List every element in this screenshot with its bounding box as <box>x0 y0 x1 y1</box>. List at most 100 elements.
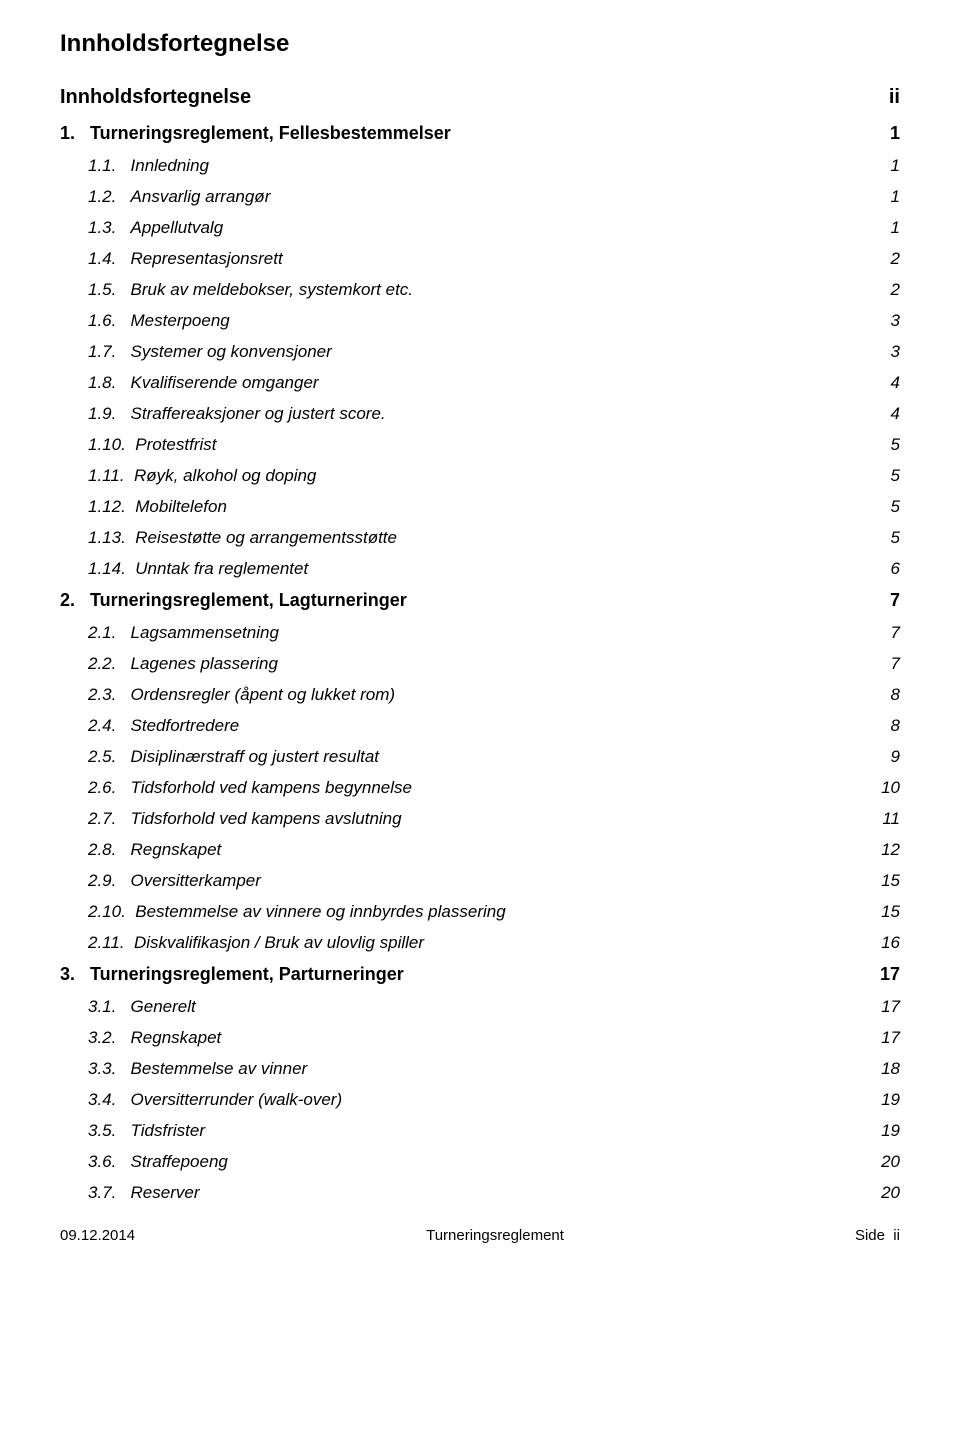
toc-page-number: 15 <box>873 902 900 922</box>
toc-page-number: 17 <box>872 964 900 985</box>
toc-label: 2.9. Oversitterkamper <box>60 871 261 891</box>
toc-entry[interactable]: 1.11. Røyk, alkohol og doping5 <box>60 466 900 486</box>
toc-page-number: 5 <box>883 435 900 455</box>
toc-label: 1.13. Reisestøtte og arrangementsstøtte <box>60 528 397 548</box>
toc-page-number: 1 <box>883 187 900 207</box>
toc-entry[interactable]: 2.10. Bestemmelse av vinnere og innbyrde… <box>60 902 900 922</box>
toc-entry[interactable]: 3.5. Tidsfrister19 <box>60 1121 900 1141</box>
toc-entry[interactable]: 3.3. Bestemmelse av vinner18 <box>60 1059 900 1079</box>
toc-label: 1.3. Appellutvalg <box>60 218 223 238</box>
toc-entry[interactable]: 2.6. Tidsforhold ved kampens begynnelse 1… <box>60 778 900 798</box>
toc-entry[interactable]: 1.13. Reisestøtte og arrangementsstøtte 5 <box>60 528 900 548</box>
toc-entry[interactable]: 2.11. Diskvalifikasjon / Bruk av ulovlig… <box>60 933 900 953</box>
toc-entry[interactable]: 2.8. Regnskapet 12 <box>60 840 900 860</box>
toc-entry[interactable]: 1.1. Innledning 1 <box>60 156 900 176</box>
toc-label: 1. Turneringsreglement, Fellesbestemmels… <box>60 123 451 144</box>
toc-page-number: 20 <box>873 1183 900 1203</box>
toc-label: 1.5. Bruk av meldebokser, systemkort etc… <box>60 280 413 300</box>
toc-entry[interactable]: 1.8. Kvalifiserende omganger 4 <box>60 373 900 393</box>
toc-entry[interactable]: 3.6. Straffepoeng 20 <box>60 1152 900 1172</box>
toc-entry[interactable]: 2.2. Lagenes plassering 7 <box>60 654 900 674</box>
toc-label: 2.4. Stedfortredere <box>60 716 239 736</box>
toc-entry[interactable]: Innholdsfortegnelseii <box>60 86 900 109</box>
toc-entry[interactable]: 1.5. Bruk av meldebokser, systemkort etc… <box>60 280 900 300</box>
toc-label: 2.10. Bestemmelse av vinnere og innbyrde… <box>60 902 506 922</box>
toc-page-number: 19 <box>873 1090 900 1110</box>
toc-page-number: 15 <box>873 871 900 891</box>
toc-entry[interactable]: 1.12. Mobiltelefon5 <box>60 497 900 517</box>
toc-entry[interactable]: 2. Turneringsreglement, Lagturneringer 7 <box>60 590 900 611</box>
toc-page-number: 7 <box>883 623 900 643</box>
toc-label: 3.4. Oversitterrunder (walk-over) <box>60 1090 342 1110</box>
toc-page-number: 1 <box>883 156 900 176</box>
toc-entry[interactable]: 1.4. Representasjonsrett 2 <box>60 249 900 269</box>
toc-label: 3.6. Straffepoeng <box>60 1152 228 1172</box>
toc-label: 1.11. Røyk, alkohol og doping <box>60 466 316 486</box>
toc-page-number: 17 <box>873 1028 900 1048</box>
toc-entry[interactable]: 2.4. Stedfortredere 8 <box>60 716 900 736</box>
toc-page-number: 2 <box>883 249 900 269</box>
toc-label: 1.1. Innledning <box>60 156 209 176</box>
toc-page-number: 7 <box>883 654 900 674</box>
toc-page-number: 10 <box>873 778 900 798</box>
table-of-contents: Innholdsfortegnelseii 1. Turneringsreglem… <box>60 86 900 1203</box>
toc-label: 2.6. Tidsforhold ved kampens begynnelse <box>60 778 412 798</box>
toc-label: 2.8. Regnskapet <box>60 840 221 860</box>
footer-page: Side ii <box>855 1227 900 1244</box>
toc-entry[interactable]: 3.7. Reserver20 <box>60 1183 900 1203</box>
toc-entry[interactable]: 1.6. Mesterpoeng 3 <box>60 311 900 331</box>
toc-entry[interactable]: 1.2. Ansvarlig arrangør 1 <box>60 187 900 207</box>
toc-label: 3.2. Regnskapet <box>60 1028 221 1048</box>
toc-entry[interactable]: 1.7. Systemer og konvensjoner3 <box>60 342 900 362</box>
toc-label: 1.8. Kvalifiserende omganger <box>60 373 319 393</box>
toc-page-number: 9 <box>883 747 900 767</box>
footer-date: 09.12.2014 <box>60 1227 135 1244</box>
toc-page-number: 1 <box>882 123 900 144</box>
toc-label: 2.2. Lagenes plassering <box>60 654 278 674</box>
toc-label: 1.4. Representasjonsrett <box>60 249 283 269</box>
toc-entry[interactable]: 2.3. Ordensregler (åpent og lukket rom) 8 <box>60 685 900 705</box>
toc-entry[interactable]: 3.2. Regnskapet 17 <box>60 1028 900 1048</box>
toc-page-number: 5 <box>883 497 900 517</box>
toc-entry[interactable]: 1.10. Protestfrist 5 <box>60 435 900 455</box>
toc-page-number: 7 <box>882 590 900 611</box>
toc-label: 1.2. Ansvarlig arrangør <box>60 187 270 207</box>
toc-page-number: 12 <box>873 840 900 860</box>
toc-label: 3.1. Generelt <box>60 997 196 1017</box>
toc-label: 2.1. Lagsammensetning <box>60 623 279 643</box>
toc-page-number: 3 <box>883 311 900 331</box>
toc-page-number: 4 <box>883 373 900 393</box>
toc-label: 1.6. Mesterpoeng <box>60 311 230 331</box>
toc-page-number: 11 <box>874 809 900 829</box>
toc-entry[interactable]: 3. Turneringsreglement, Parturneringer 17 <box>60 964 900 985</box>
toc-label: 1.14. Unntak fra reglementet <box>60 559 308 579</box>
toc-label: 1.7. Systemer og konvensjoner <box>60 342 332 362</box>
page-title: Innholdsfortegnelse <box>60 30 900 58</box>
toc-entry[interactable]: 1.14. Unntak fra reglementet 6 <box>60 559 900 579</box>
toc-page-number: 5 <box>883 528 900 548</box>
toc-label: 2. Turneringsreglement, Lagturneringer <box>60 590 407 611</box>
toc-entry[interactable]: 3.4. Oversitterrunder (walk-over) 19 <box>60 1090 900 1110</box>
toc-page-number: 18 <box>873 1059 900 1079</box>
toc-label: 1.9. Straffereaksjoner og justert score. <box>60 404 386 424</box>
toc-page-number: 4 <box>883 404 900 424</box>
toc-label: 2.7. Tidsforhold ved kampens avslutning <box>60 809 402 829</box>
toc-label: Innholdsfortegnelse <box>60 86 251 109</box>
toc-page-number: 8 <box>883 685 900 705</box>
toc-label: 3. Turneringsreglement, Parturneringer <box>60 964 404 985</box>
toc-entry[interactable]: 1. Turneringsreglement, Fellesbestemmels… <box>60 123 900 144</box>
toc-label: 1.10. Protestfrist <box>60 435 217 455</box>
toc-entry[interactable]: 1.9. Straffereaksjoner og justert score.… <box>60 404 900 424</box>
toc-entry[interactable]: 1.3. Appellutvalg 1 <box>60 218 900 238</box>
toc-page-number: 8 <box>883 716 900 736</box>
toc-entry[interactable]: 2.9. Oversitterkamper 15 <box>60 871 900 891</box>
toc-page-number: 1 <box>883 218 900 238</box>
toc-entry[interactable]: 2.1. Lagsammensetning 7 <box>60 623 900 643</box>
toc-page-number: 6 <box>883 559 900 579</box>
toc-entry[interactable]: 2.5. Disiplinærstraff og justert resulta… <box>60 747 900 767</box>
toc-label: 2.3. Ordensregler (åpent og lukket rom) <box>60 685 395 705</box>
toc-label: 2.5. Disiplinærstraff og justert resulta… <box>60 747 379 767</box>
toc-page-number: 20 <box>873 1152 900 1172</box>
toc-entry[interactable]: 3.1. Generelt17 <box>60 997 900 1017</box>
toc-entry[interactable]: 2.7. Tidsforhold ved kampens avslutning 1… <box>60 809 900 829</box>
